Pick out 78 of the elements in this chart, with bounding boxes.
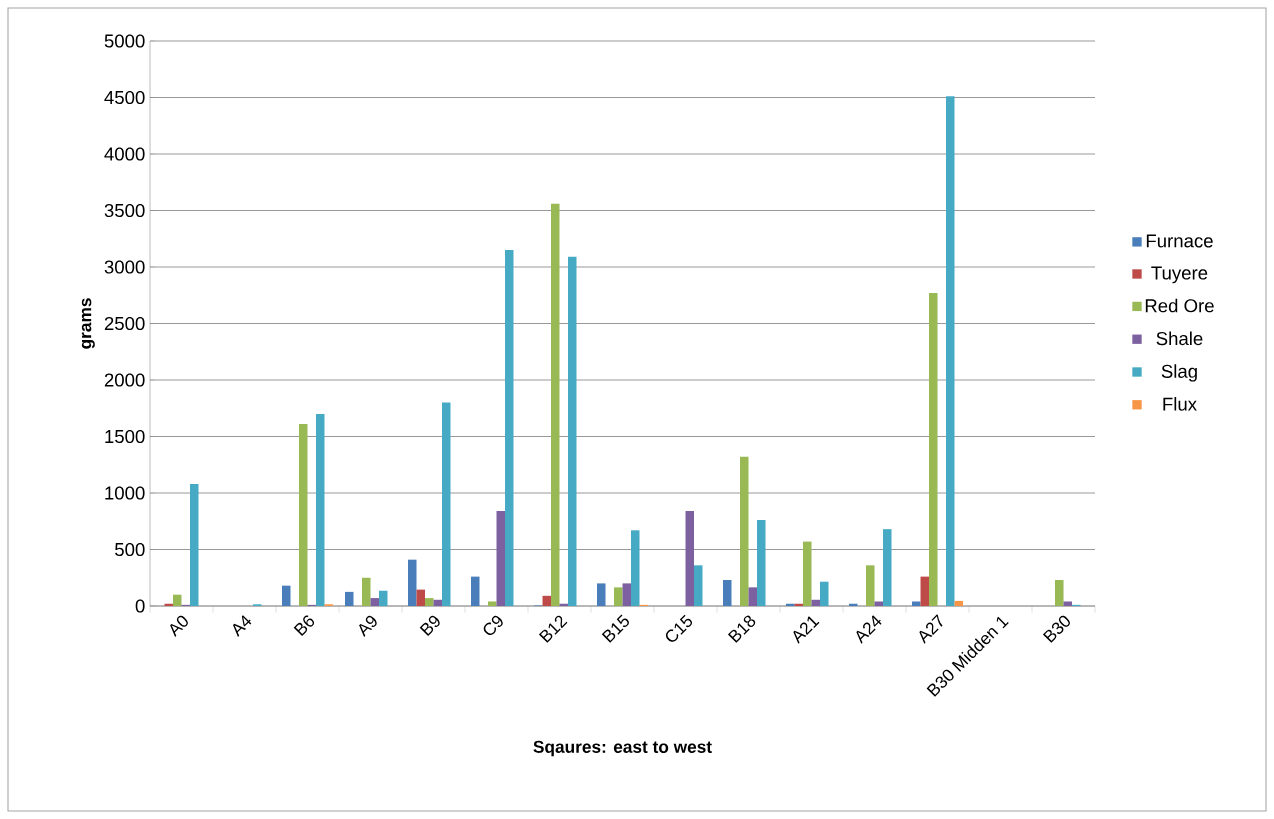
bar [920, 576, 930, 606]
bar [1063, 601, 1073, 606]
y-tick-label: 5000 [104, 34, 145, 48]
bar [361, 577, 371, 606]
y-tick-label: 3500 [104, 203, 145, 218]
x-tick-label: C15 [665, 614, 693, 642]
x-tick-label: B9 [419, 615, 440, 637]
legend-label: Slag [1161, 364, 1197, 382]
x-tick-label: A9 [359, 615, 377, 638]
bar [344, 591, 354, 606]
x-tick-label: B12 [538, 615, 568, 643]
legend-label: Shale [1156, 331, 1203, 346]
y-tick-label: 500 [115, 542, 145, 557]
bar [568, 256, 577, 606]
x-tick-label: A4 [233, 615, 252, 637]
bar [803, 541, 812, 606]
bar [694, 565, 703, 606]
bar [622, 583, 632, 606]
y-tick-label: 2000 [104, 373, 145, 387]
y-tick-label: 1500 [105, 429, 145, 444]
bar [1055, 580, 1064, 606]
bar [298, 424, 308, 606]
y-tick-label: 0 [135, 599, 145, 613]
bar [786, 603, 795, 606]
bar [929, 292, 938, 606]
bar [883, 529, 892, 606]
x-tick-label: B30 [1042, 615, 1070, 643]
x-tick-label: B18 [727, 615, 756, 643]
y-tick-label: 2500 [104, 316, 145, 331]
bar [442, 402, 451, 606]
bar [378, 590, 388, 606]
bar [425, 598, 434, 606]
bar [471, 576, 480, 606]
bar [740, 456, 749, 606]
legend-label: Furnace [1146, 234, 1213, 248]
x-tick-label: A0 [170, 615, 188, 638]
y-tick-label: 4500 [104, 90, 145, 105]
bar [912, 601, 921, 606]
bar [281, 585, 291, 606]
bar [954, 600, 964, 606]
y-tick-label: 1000 [105, 486, 145, 500]
bar [488, 601, 497, 606]
legend-label: Red Ore [1145, 298, 1214, 313]
bar [189, 483, 199, 606]
x-tick-label: A24 [856, 615, 882, 644]
bar [849, 603, 858, 606]
bar [416, 589, 426, 606]
bar [748, 587, 758, 606]
bar [685, 511, 695, 606]
bar [172, 594, 182, 606]
bar [370, 598, 380, 606]
legend-label: Tuyere [1151, 266, 1208, 284]
bar [631, 530, 640, 606]
x-tick-label: A21 [793, 616, 820, 644]
bar [757, 520, 766, 606]
bar [407, 559, 417, 606]
bar [496, 511, 506, 606]
bar [542, 595, 552, 606]
bar [874, 601, 884, 606]
bar [551, 203, 560, 606]
y-tick-label: 4000 [104, 147, 145, 161]
bar [315, 413, 325, 606]
x-axis-title: Sqaures: east to west [533, 740, 712, 757]
bar [946, 96, 955, 606]
x-tick-label: C9 [483, 615, 503, 635]
bar [614, 587, 623, 606]
y-axis-title: grams [81, 298, 95, 349]
bar [811, 599, 821, 606]
bar [723, 580, 732, 606]
x-tick-label: B6 [293, 615, 315, 637]
bar [597, 583, 606, 606]
bar [505, 250, 514, 606]
legend-label: Flux [1163, 397, 1197, 411]
bar [820, 581, 829, 606]
bar [866, 565, 875, 606]
bar [433, 599, 443, 606]
x-tick-label: B15 [601, 614, 629, 643]
y-tick-label: 3000 [104, 260, 145, 274]
